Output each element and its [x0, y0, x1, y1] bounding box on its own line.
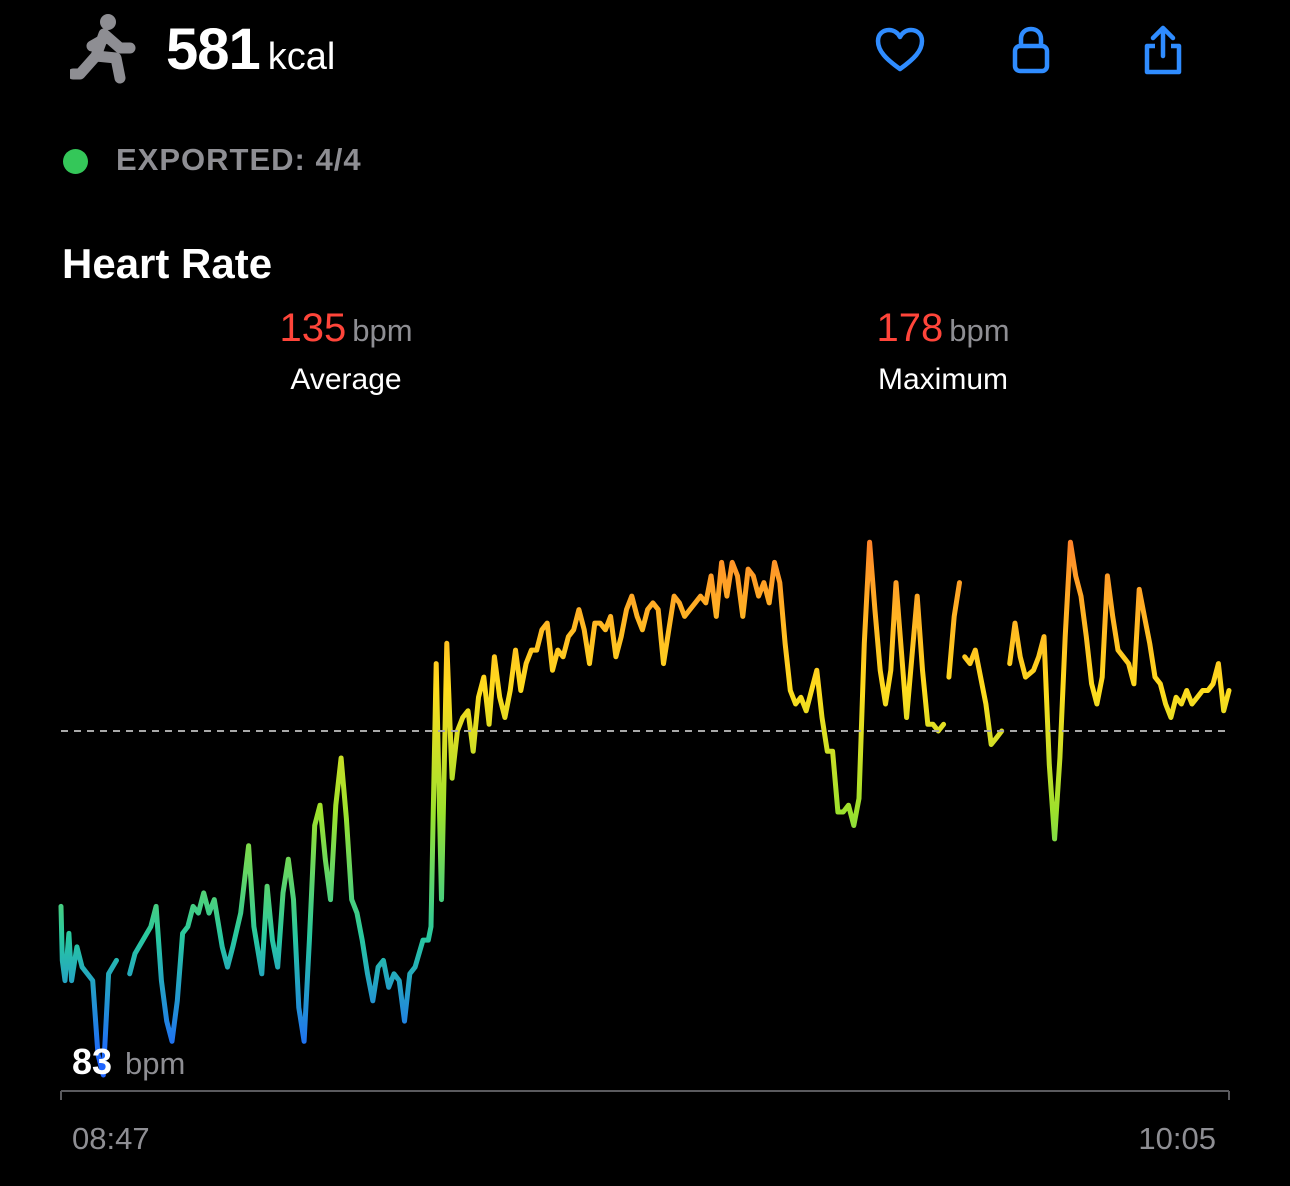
maximum-label: Maximum: [877, 363, 1008, 396]
calories-value: 581: [166, 17, 261, 82]
favorite-button[interactable]: [872, 22, 928, 78]
export-status-text: EXPORTED: 4/4: [116, 142, 362, 177]
maximum-unit: bpm: [949, 313, 1010, 348]
series-group: [58, 539, 1232, 1078]
lock-button[interactable]: [1003, 22, 1059, 78]
min-label-unit: bpm: [125, 1046, 185, 1081]
average-unit: bpm: [352, 313, 413, 348]
figure-lunge-icon: [67, 14, 136, 84]
calories-unit: kcal: [267, 36, 336, 78]
heart-rate-line-segment-3: [946, 580, 962, 680]
heart-rate-line-segment-1: [58, 903, 119, 1078]
average-value-line: 135 bpm: [196, 306, 496, 351]
x-tick-label-end: 10:05: [1138, 1121, 1216, 1156]
average-label: Average: [290, 363, 402, 396]
heart-icon: [875, 27, 925, 72]
min-label-value: 83: [72, 1041, 112, 1082]
calories-total: 581 kcal: [166, 16, 335, 83]
workout-type-icon: [67, 10, 136, 86]
average-value: 135: [279, 306, 347, 350]
maximum-stat: 178 bpm Maximum: [793, 306, 1093, 397]
share-icon: [1144, 25, 1182, 75]
x-tick-label-start: 08:47: [72, 1121, 150, 1156]
heart-rate-title: Heart Rate: [62, 240, 273, 287]
heart-rate-line-segment-2: [127, 539, 947, 1044]
export-status-dot: [63, 149, 88, 174]
average-stat: 135 bpm Average: [196, 306, 496, 397]
maximum-value: 178: [876, 306, 944, 350]
heart-rate-line-segment-4: [962, 647, 1005, 747]
lock-icon: [1012, 26, 1050, 74]
maximum-value-line: 178 bpm: [793, 306, 1093, 351]
share-button[interactable]: [1135, 22, 1191, 78]
heart-rate-line-segment-5: [1007, 539, 1232, 842]
